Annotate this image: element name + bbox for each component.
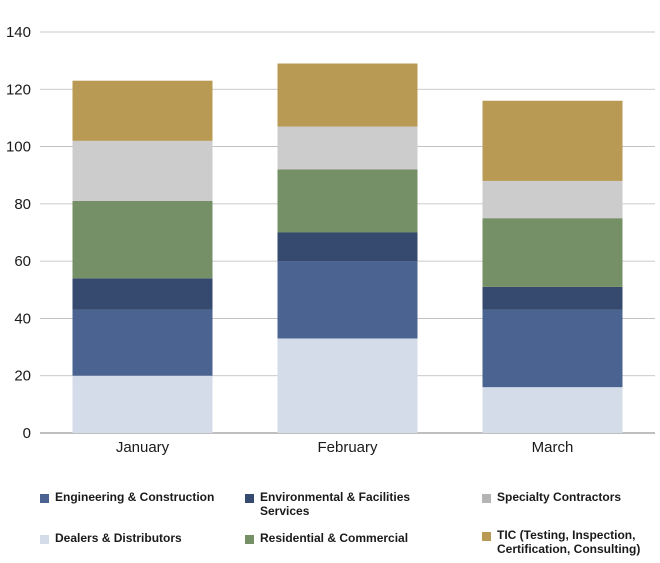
legend-item-engineering-construction: Engineering & Construction: [40, 490, 230, 504]
legend-swatch: [245, 535, 254, 544]
legend-item-environmental-facilities: Environmental & Facilities Services: [245, 490, 435, 518]
y-tick-label: 100: [6, 139, 31, 156]
y-tick-label: 120: [6, 81, 31, 98]
bar-segment: [482, 387, 623, 433]
legend-label: Specialty Contractors: [497, 490, 622, 504]
bar-segment: [72, 140, 213, 201]
y-axis-ticks: 0 20 40 60 80 100 120 140: [6, 24, 31, 442]
y-tick-label: 40: [14, 310, 31, 327]
y-tick-label: 80: [14, 196, 31, 213]
legend-swatch: [245, 494, 254, 503]
x-axis-ticks: January February March: [116, 439, 574, 456]
bar-segment: [277, 63, 418, 127]
legend-item-specialty-contractors: Specialty Contractors: [482, 490, 657, 504]
bar-segment: [277, 261, 418, 339]
bar-segment: [277, 338, 418, 433]
y-tick-label: 140: [6, 24, 31, 41]
bar-segment: [277, 126, 418, 170]
legend-swatch: [482, 494, 491, 503]
bar-segment: [277, 169, 418, 233]
bars: [72, 63, 623, 433]
legend-item-dealers-distributors: Dealers & Distributors: [40, 531, 230, 545]
legend-swatch: [482, 532, 491, 541]
y-tick-label: 60: [14, 253, 31, 270]
bar-segment: [277, 232, 418, 262]
bar-segment: [72, 200, 213, 279]
y-tick-label: 0: [23, 425, 31, 442]
x-tick-label: January: [116, 439, 170, 456]
legend-swatch: [40, 494, 49, 503]
bar-segment: [72, 278, 213, 310]
legend-label: Environmental & Facilities Services: [260, 490, 411, 518]
legend-swatch: [40, 535, 49, 544]
bar-segment: [72, 309, 213, 376]
bar-segment: [482, 100, 623, 181]
legend-item-tic: TIC (Testing, Inspection, Certification,…: [482, 528, 657, 556]
legend-item-residential-commercial: Residential & Commercial: [245, 531, 435, 545]
legend-label: Residential & Commercial: [260, 531, 409, 545]
legend-label: Engineering & Construction: [55, 490, 215, 504]
x-tick-label: March: [532, 439, 574, 456]
legend: Engineering & Construction Environmental…: [0, 478, 660, 563]
bar-segment: [482, 309, 623, 388]
bar-segment: [72, 80, 213, 141]
stacked-bar-chart: 0 20 40 60 80 100 120 140 January February March: [6, 24, 655, 456]
legend-label: TIC (Testing, Inspection, Certification,…: [497, 528, 641, 556]
y-tick-label: 20: [14, 368, 31, 385]
bar-segment: [482, 286, 623, 310]
bar-segment: [482, 180, 623, 219]
x-tick-label: February: [317, 439, 378, 456]
bar-segment: [482, 218, 623, 287]
bar-segment: [72, 375, 213, 433]
legend-label: Dealers & Distributors: [55, 531, 182, 545]
